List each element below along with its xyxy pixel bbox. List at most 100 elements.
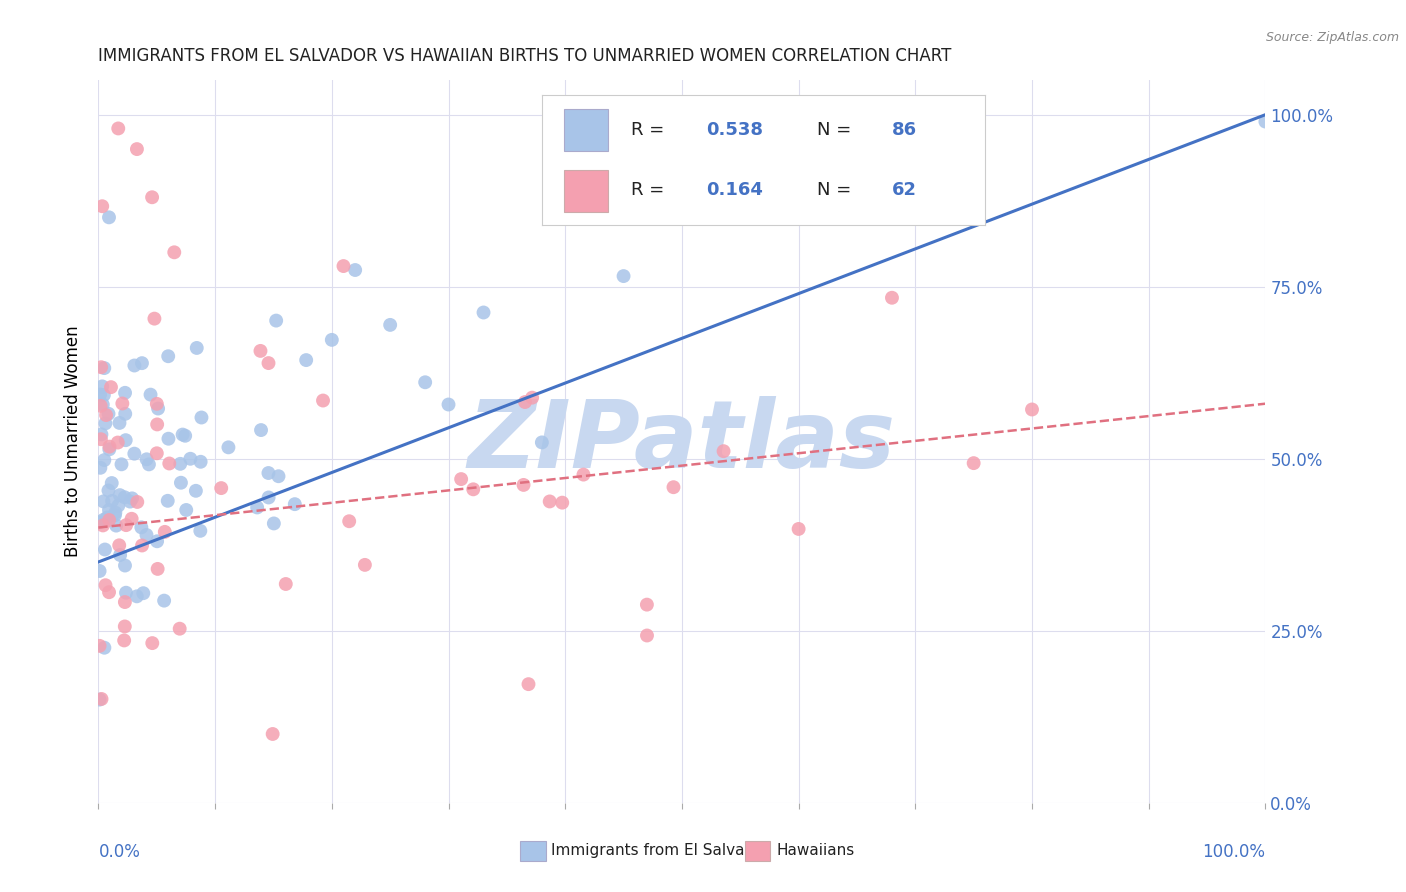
Point <box>90 432 112 446</box>
Point <box>1021 402 1043 417</box>
Point <box>125 590 148 604</box>
Point <box>249 343 271 358</box>
Point <box>89 564 111 578</box>
Point <box>513 395 536 409</box>
Point <box>250 423 273 437</box>
Point <box>257 491 280 505</box>
Point <box>169 457 191 471</box>
Point <box>90 427 112 442</box>
Text: ZIPatlas: ZIPatlas <box>468 395 896 488</box>
Point <box>572 467 595 482</box>
Point <box>636 598 658 612</box>
Point <box>135 528 157 542</box>
Point <box>135 452 157 467</box>
Point <box>89 387 111 401</box>
Point <box>146 417 169 432</box>
Point <box>138 458 160 472</box>
Point <box>90 399 112 413</box>
Point <box>89 639 111 653</box>
Point <box>91 379 114 393</box>
Point <box>246 500 269 515</box>
Point <box>97 483 120 498</box>
Point <box>114 619 136 633</box>
Point <box>262 727 284 741</box>
Point <box>131 520 153 534</box>
Point <box>121 512 143 526</box>
Point <box>413 376 436 390</box>
Point <box>143 311 166 326</box>
Point <box>217 440 239 454</box>
Point <box>169 622 191 636</box>
Point <box>157 457 180 471</box>
Point <box>1254 114 1277 128</box>
Point <box>90 692 112 706</box>
Point <box>146 397 169 411</box>
Point <box>93 494 115 508</box>
Point <box>114 385 136 400</box>
Point <box>96 510 118 524</box>
Point <box>112 633 135 648</box>
Point <box>89 460 111 475</box>
Point <box>344 263 367 277</box>
Y-axis label: Births to Unmarried Women: Births to Unmarried Women <box>65 326 83 558</box>
Point <box>146 401 169 416</box>
Point <box>613 269 636 284</box>
Point <box>512 478 534 492</box>
Point <box>98 211 121 225</box>
Point <box>312 393 335 408</box>
Text: Source: ZipAtlas.com: Source: ZipAtlas.com <box>1265 31 1399 45</box>
Point <box>354 558 377 572</box>
Point <box>120 494 142 508</box>
Point <box>141 190 163 204</box>
Point <box>132 586 155 600</box>
Point <box>110 458 132 472</box>
Point <box>267 469 290 483</box>
Point <box>636 628 658 642</box>
Point <box>98 585 121 599</box>
Point <box>94 578 117 592</box>
Point <box>91 398 114 412</box>
Point <box>962 456 984 470</box>
Point <box>91 518 114 533</box>
Point <box>156 493 179 508</box>
Point <box>662 480 685 494</box>
Point <box>146 534 169 549</box>
Point <box>146 562 169 576</box>
Point <box>114 433 136 447</box>
Point <box>104 508 127 523</box>
Point <box>186 341 208 355</box>
Point <box>184 483 207 498</box>
Point <box>107 499 129 513</box>
Point <box>93 513 115 527</box>
Point <box>114 595 136 609</box>
Point <box>463 483 485 497</box>
Point <box>787 522 810 536</box>
Point <box>108 416 131 430</box>
Point <box>880 291 903 305</box>
Point <box>263 516 285 531</box>
Point <box>115 585 138 599</box>
Point <box>108 538 131 552</box>
Point <box>713 444 735 458</box>
Point <box>264 313 287 327</box>
Point <box>551 496 574 510</box>
Point <box>190 410 212 425</box>
Point <box>98 442 121 457</box>
Point <box>93 388 115 402</box>
Point <box>100 476 122 491</box>
Point <box>153 593 176 607</box>
Point <box>517 677 540 691</box>
Point <box>332 259 354 273</box>
Point <box>104 506 127 520</box>
Point <box>274 577 297 591</box>
Point <box>125 142 148 156</box>
Point <box>257 466 280 480</box>
Point <box>520 391 543 405</box>
Point <box>114 558 136 573</box>
Text: Hawaiians: Hawaiians <box>776 844 855 858</box>
Point <box>380 318 402 332</box>
Point <box>174 503 197 517</box>
Point <box>93 361 115 376</box>
Point <box>450 472 472 486</box>
Point <box>98 440 121 454</box>
